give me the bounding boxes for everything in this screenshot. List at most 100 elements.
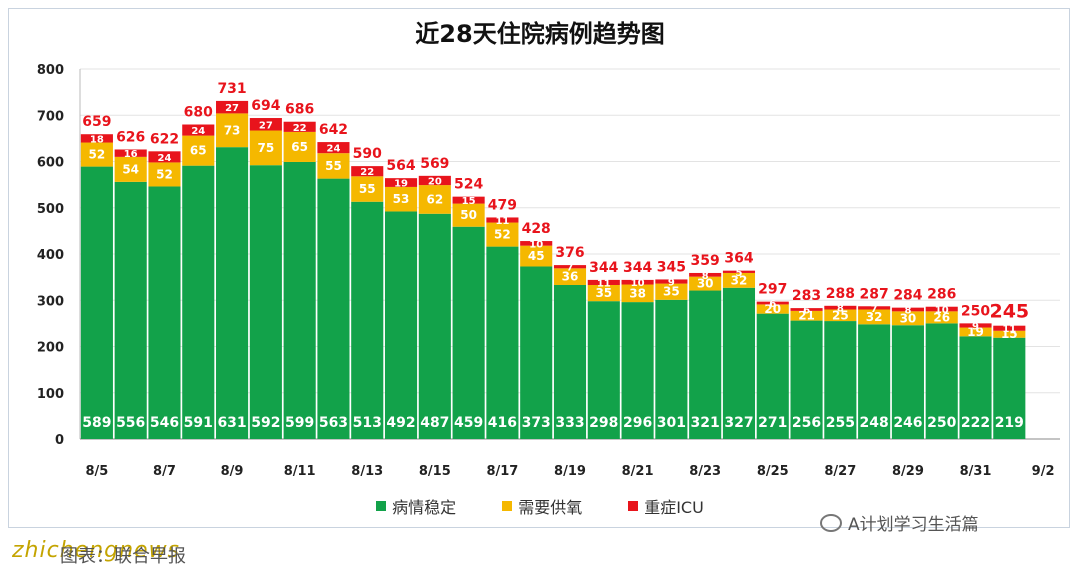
- data-label: 65: [190, 144, 207, 158]
- bar-segment: [891, 307, 924, 312]
- total-label: 344: [623, 260, 652, 276]
- data-label: 9: [972, 321, 979, 332]
- bar-segment: [452, 226, 485, 439]
- data-label: 10: [529, 239, 543, 250]
- x-tick-label: 8/5: [85, 464, 108, 479]
- data-label: 65: [291, 140, 308, 154]
- bar-segment: [756, 304, 789, 314]
- data-label: 591: [184, 415, 213, 431]
- legend-label-stable: 病情稳定: [392, 498, 457, 517]
- bar-segment: [148, 162, 181, 187]
- total-label: 284: [893, 288, 922, 304]
- total-label: 680: [184, 105, 213, 121]
- total-label: 626: [116, 129, 145, 145]
- bar-segment: [722, 270, 756, 273]
- data-label: 298: [589, 415, 618, 431]
- data-label: 50: [460, 208, 477, 222]
- x-tick-label: 8/27: [824, 464, 856, 479]
- bar-segment: [148, 186, 181, 439]
- data-label: 75: [258, 141, 275, 155]
- bar-segment: [182, 135, 215, 166]
- total-label: 659: [82, 114, 111, 130]
- bar-segment: [249, 118, 282, 131]
- data-label: 7: [567, 263, 574, 274]
- x-tick-label: 8/31: [960, 464, 992, 479]
- bar-segment: [351, 176, 384, 202]
- data-label: 219: [995, 415, 1024, 431]
- bar-segment: [452, 203, 485, 227]
- bar-segment: [182, 165, 215, 439]
- data-label: 55: [359, 182, 376, 196]
- bar-segment: [148, 151, 181, 163]
- data-label: 11: [495, 216, 509, 227]
- total-label: 297: [758, 282, 787, 298]
- bar-segment: [317, 142, 350, 154]
- total-label: 479: [488, 197, 517, 213]
- x-tick-label: 8/13: [351, 464, 383, 479]
- total-label: 345: [657, 259, 686, 275]
- data-label: 54: [122, 162, 139, 176]
- x-tick-label: 8/11: [284, 464, 316, 479]
- data-label: 62: [426, 192, 443, 206]
- data-label: 492: [386, 415, 415, 431]
- data-label: 20: [428, 176, 442, 187]
- bar-segment: [249, 130, 282, 166]
- data-label: 556: [116, 415, 145, 431]
- bar-segment: [655, 299, 688, 439]
- bar-segment: [621, 284, 654, 303]
- data-label: 333: [555, 415, 584, 431]
- y-tick-label: 600: [37, 156, 64, 171]
- total-label: 569: [420, 156, 449, 172]
- data-label: 22: [360, 167, 374, 178]
- data-label: 301: [657, 415, 686, 431]
- data-label: 546: [150, 415, 179, 431]
- data-label: 30: [697, 277, 714, 291]
- bar-segment: [520, 266, 553, 439]
- bar-segment: [689, 276, 722, 291]
- x-tick-label: 8/19: [554, 464, 586, 479]
- site-watermark: zhichengnews: [12, 538, 181, 563]
- bar-segment: [756, 301, 789, 305]
- data-label: 248: [860, 415, 889, 431]
- bar-segment: [858, 306, 891, 310]
- bar-segment: [351, 201, 384, 439]
- data-label: 11: [1002, 324, 1016, 335]
- wechat-icon: [820, 513, 842, 532]
- x-tick-label: 8/29: [892, 464, 924, 479]
- data-label: 18: [90, 134, 104, 145]
- bar-segment: [418, 175, 451, 186]
- source-caption: 图表：联合早报: [60, 546, 186, 567]
- data-label: 53: [393, 192, 410, 206]
- legend-label-icu: 重症ICU: [644, 498, 704, 517]
- x-tick-label: 8/21: [622, 464, 654, 479]
- chart-title: 近28天住院病例趋势图: [415, 20, 665, 48]
- bar-segment: [891, 325, 924, 439]
- y-tick-label: 100: [37, 387, 64, 402]
- bar-segment: [283, 131, 316, 162]
- data-label: 22: [293, 123, 307, 134]
- bar-segment: [891, 311, 924, 326]
- bar-segment: [993, 325, 1026, 331]
- bar-segment: [858, 324, 891, 439]
- data-label: 5: [735, 268, 742, 279]
- data-label: 327: [724, 415, 753, 431]
- data-label: 256: [792, 415, 821, 431]
- legend-swatch-oxygen: [502, 501, 513, 511]
- data-label: 27: [225, 103, 239, 114]
- total-label: 428: [522, 221, 551, 237]
- bar-segment: [520, 245, 553, 267]
- total-label: 287: [860, 286, 889, 302]
- bar-segment: [824, 321, 857, 439]
- data-label: 52: [156, 167, 173, 181]
- y-tick-label: 200: [37, 341, 64, 356]
- data-label: 11: [597, 278, 611, 289]
- bar-segment: [790, 308, 823, 311]
- y-tick-label: 500: [37, 202, 64, 217]
- bar-segment: [553, 268, 587, 285]
- bar-segment: [824, 305, 857, 310]
- bar-segment: [790, 320, 823, 439]
- bar-segment: [959, 323, 992, 328]
- data-label: 10: [935, 305, 949, 316]
- data-label: 6: [769, 299, 776, 310]
- x-tick-label: 8/23: [689, 464, 721, 479]
